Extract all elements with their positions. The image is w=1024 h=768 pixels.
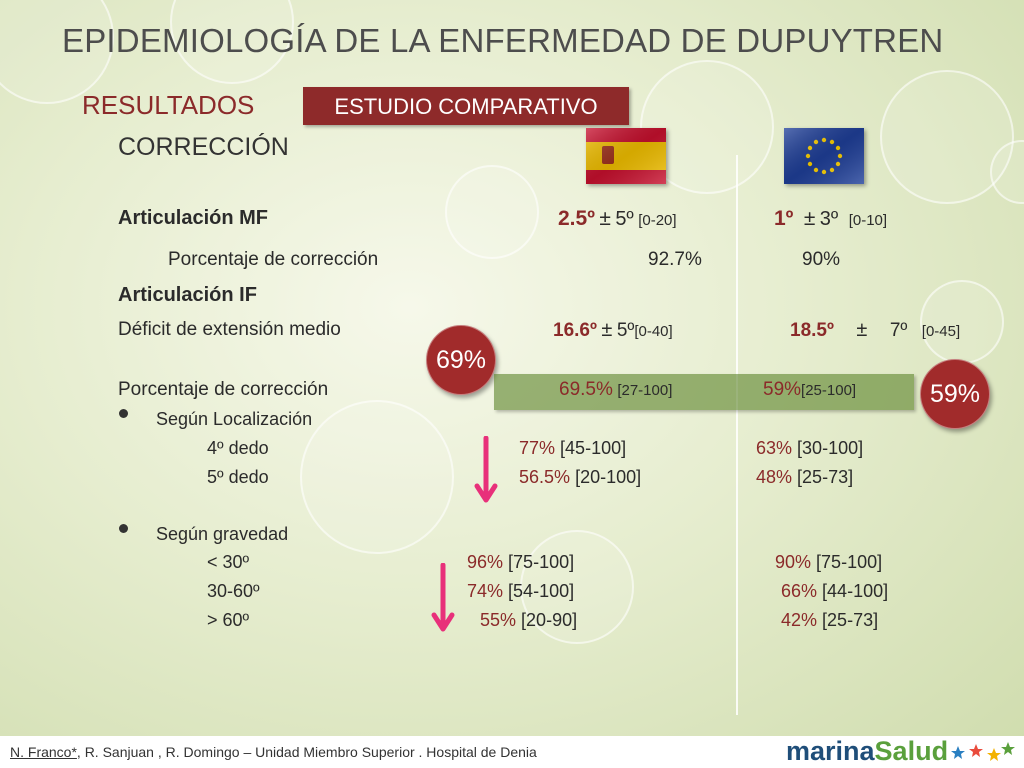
grav-es-pct: 74% bbox=[467, 581, 504, 601]
mf-es-value: 2.5º ± 5º [0-20] bbox=[558, 207, 677, 231]
grav-es-range: [54-100] bbox=[508, 581, 575, 601]
grav-eu-pct: 42% bbox=[781, 610, 818, 630]
grav-row-label: < 30º bbox=[207, 552, 250, 572]
if-es-mean: 16.6º bbox=[553, 320, 597, 341]
grav-es-pct: 96% bbox=[467, 552, 504, 572]
grav-row-es: 74% [54-100] bbox=[467, 581, 574, 602]
footer-affiliation: , R. Sanjuan , R. Domingo – Unidad Miemb… bbox=[76, 744, 537, 760]
loc-es-range: [45-100] bbox=[560, 438, 627, 458]
loc-eu-pct: 48% bbox=[756, 467, 793, 487]
mf-eu-value: 1º ± 3º [0-10] bbox=[774, 207, 887, 231]
if-eu-value: 18.5º ± 7º [0-45] bbox=[790, 319, 960, 342]
localizacion-heading: Según Localización bbox=[156, 409, 313, 429]
logo-text-salud: Salud bbox=[874, 736, 949, 766]
mf-eu-pct: 90% bbox=[802, 249, 841, 270]
marinasalud-logo: marinaSalud bbox=[786, 736, 948, 767]
mf-es-sd: 5º bbox=[615, 208, 634, 230]
if-eu-pct-range: [25-100] bbox=[801, 382, 857, 399]
badge-eu-59: 59% bbox=[920, 359, 990, 429]
grav-eu-range: [75-100] bbox=[816, 552, 883, 572]
if-pct-label: Porcentaje de corrección bbox=[118, 379, 329, 400]
subsection-heading: CORRECCIÓN bbox=[118, 133, 289, 161]
logo-text-marina: marina bbox=[786, 736, 875, 766]
loc-row-es: 77% [45-100] bbox=[519, 438, 626, 459]
section-label: RESULTADOS bbox=[82, 90, 255, 120]
badge-es-69: 69% bbox=[426, 325, 496, 395]
mf-es-mean: 2.5º bbox=[558, 207, 595, 230]
footer-author-link[interactable]: N. Franco* bbox=[10, 744, 77, 760]
loc-row-label: 5º dedo bbox=[207, 467, 269, 487]
grav-es-pct: 55% bbox=[480, 610, 517, 630]
loc-eu-pct: 63% bbox=[756, 438, 793, 458]
bokeh-decoration bbox=[445, 165, 539, 259]
loc-eu-range: [25-73] bbox=[797, 467, 854, 487]
grav-row-label: 30-60º bbox=[207, 581, 260, 601]
study-badge: ESTUDIO COMPARATIVO bbox=[303, 87, 629, 125]
mf-pct-label: Porcentaje de corrección bbox=[168, 249, 379, 270]
highlight-bar bbox=[494, 374, 914, 410]
loc-row-label: 4º dedo bbox=[207, 438, 269, 458]
plus-minus: ± bbox=[803, 207, 816, 230]
down-arrow-icon bbox=[474, 436, 498, 503]
footer-bar bbox=[0, 736, 1024, 768]
loc-row-es: 56.5% [20-100] bbox=[519, 467, 641, 488]
mf-eu-mean: 1º bbox=[774, 207, 794, 230]
grav-es-range: [20-90] bbox=[521, 610, 578, 630]
mf-eu-range: [0-10] bbox=[848, 212, 888, 229]
grav-eu-range: [44-100] bbox=[822, 581, 889, 601]
column-divider bbox=[736, 155, 738, 715]
plus-minus: ± bbox=[599, 207, 611, 230]
grav-row-eu: 42% [25-73] bbox=[781, 610, 878, 631]
if-eu-pct: 59%[25-100] bbox=[763, 379, 856, 401]
if-eu-sd: 7º bbox=[889, 320, 908, 341]
grav-eu-range: [25-73] bbox=[822, 610, 879, 630]
grav-row-eu: 66% [44-100] bbox=[781, 581, 888, 602]
if-eu-pct-value: 59% bbox=[763, 379, 802, 400]
if-es-pct-range: [27-100] bbox=[617, 382, 673, 399]
loc-row-eu: 63% [30-100] bbox=[756, 438, 863, 459]
plus-minus: ± bbox=[856, 319, 868, 341]
grav-row-eu: 90% [75-100] bbox=[775, 552, 882, 573]
down-arrow-icon bbox=[431, 563, 455, 632]
loc-eu-range: [30-100] bbox=[797, 438, 864, 458]
loc-es-range: [20-100] bbox=[575, 467, 642, 487]
if-heading: Articulación IF bbox=[118, 284, 257, 306]
gravedad-heading: Según gravedad bbox=[156, 524, 289, 544]
mf-heading: Articulación MF bbox=[118, 207, 269, 229]
if-es-sd: 5º bbox=[616, 320, 635, 341]
bullet-icon bbox=[119, 524, 128, 533]
page-title: EPIDEMIOLOGÍA DE LA ENFERMEDAD DE DUPUYT… bbox=[62, 22, 944, 59]
grav-row-es: 96% [75-100] bbox=[467, 552, 574, 573]
plus-minus: ± bbox=[601, 319, 613, 341]
if-es-value: 16.6º ± 5º[0-40] bbox=[553, 319, 673, 342]
loc-es-pct: 56.5% bbox=[519, 467, 571, 487]
eu-flag-icon bbox=[784, 128, 864, 184]
grav-eu-pct: 66% bbox=[781, 581, 818, 601]
mf-eu-sd: 3º bbox=[819, 208, 839, 230]
grav-row-es: 55% [20-90] bbox=[480, 610, 577, 631]
if-es-pct-value: 69.5% bbox=[559, 379, 613, 400]
bullet-icon bbox=[119, 409, 128, 418]
grav-eu-pct: 90% bbox=[775, 552, 812, 572]
grav-row-label: > 60º bbox=[207, 610, 250, 630]
if-es-range: [0-40] bbox=[634, 323, 673, 340]
if-eu-range: [0-45] bbox=[921, 323, 961, 340]
if-es-pct: 69.5% [27-100] bbox=[559, 379, 672, 401]
footer-credits: N. Franco*, R. Sanjuan , R. Domingo – Un… bbox=[10, 744, 537, 760]
if-deficit-label: Déficit de extensión medio bbox=[118, 319, 341, 340]
mf-es-pct: 92.7% bbox=[648, 249, 702, 270]
spain-flag-icon bbox=[586, 128, 666, 184]
loc-es-pct: 77% bbox=[519, 438, 556, 458]
mf-es-range: [0-20] bbox=[638, 212, 677, 229]
loc-row-eu: 48% [25-73] bbox=[756, 467, 853, 488]
if-eu-mean: 18.5º bbox=[790, 320, 834, 341]
grav-es-range: [75-100] bbox=[508, 552, 575, 572]
bokeh-decoration bbox=[520, 530, 634, 644]
bokeh-decoration bbox=[300, 400, 454, 554]
logo-stars-icon bbox=[951, 742, 1015, 761]
